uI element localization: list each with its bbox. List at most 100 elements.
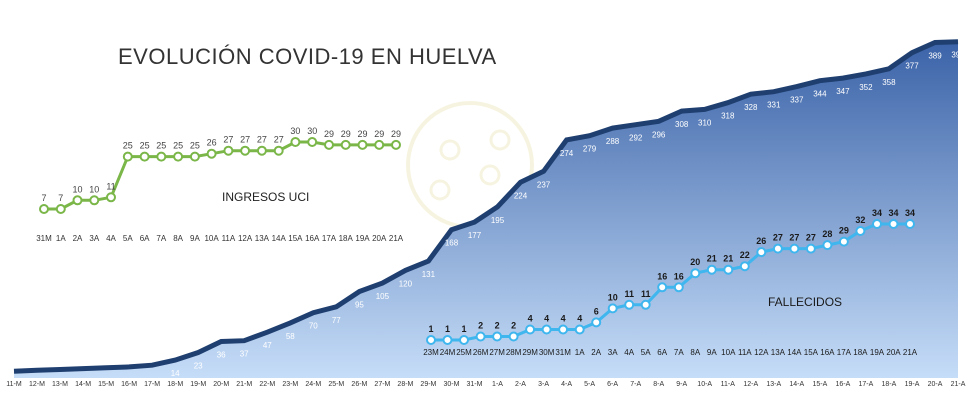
cases-x-tick: 25-M [328, 381, 344, 388]
cases-value-label: 377 [905, 62, 919, 71]
cases-value-label: 279 [583, 145, 597, 154]
cases-x-tick: 14-A [789, 381, 804, 388]
cases-x-tick: 13-A [766, 381, 781, 388]
uci-value-label: 29 [357, 129, 367, 139]
uci-x-tick: 3A [89, 234, 99, 243]
cases-value-label: 318 [721, 112, 735, 121]
cases-value-label: 23 [194, 362, 203, 371]
deaths-x-tick: 9A [707, 348, 717, 357]
deaths-value-label: 1 [445, 324, 450, 334]
cases-x-tick: 22-M [259, 381, 275, 388]
deaths-point [772, 243, 783, 254]
deaths-point [574, 324, 585, 335]
cases-x-tick: 11-M [6, 381, 22, 388]
cases-value-label: 195 [491, 216, 505, 225]
uci-x-tick: 8A [173, 234, 183, 243]
cases-x-tick: 11-A [721, 381, 736, 388]
cases-x-tick: 24-M [305, 381, 321, 388]
cases-value-label: 328 [744, 103, 758, 112]
cases-x-tick: 2-A [515, 381, 526, 388]
cases-x-tick: 1-A [492, 381, 503, 388]
deaths-x-tick: 31M [555, 348, 571, 357]
cases-x-tick: 8-A [653, 381, 664, 388]
cases-x-tick: 21-M [236, 381, 252, 388]
deaths-x-tick: 10A [721, 348, 736, 357]
uci-x-tick: 20A [372, 234, 387, 243]
cases-x-tick: 19-M [190, 381, 206, 388]
deaths-x-tick: 3A [608, 348, 618, 357]
uci-value-label: 7 [58, 193, 63, 203]
uci-point [340, 139, 351, 150]
deaths-value-label: 34 [872, 208, 882, 218]
deaths-x-tick: 8A [690, 348, 700, 357]
cases-value-label: 352 [859, 83, 873, 92]
deaths-point [872, 219, 882, 229]
cases-x-tick: 9-A [676, 381, 687, 388]
deaths-x-tick: 27M [489, 348, 505, 357]
uci-x-tick: 12A [238, 234, 253, 243]
deaths-point [657, 282, 668, 293]
uci-value-label: 25 [123, 141, 133, 151]
deaths-point [756, 247, 767, 258]
cases-value-label: 358 [882, 78, 896, 87]
cases-x-tick: 15-M [98, 381, 114, 388]
deaths-point [888, 219, 899, 229]
deaths-value-label: 11 [641, 289, 651, 299]
cases-value-label: 292 [629, 134, 643, 143]
uci-point [256, 145, 267, 156]
cases-x-tick: 5-A [584, 381, 595, 388]
cases-x-tick: 4-A [561, 381, 572, 388]
cases-x-tick: 15-A [813, 381, 828, 388]
uci-value-label: 29 [341, 129, 351, 139]
deaths-x-tick: 13A [771, 348, 786, 357]
deaths-x-tick: 18A [853, 348, 868, 357]
deaths-value-label: 34 [888, 208, 898, 218]
uci-value-label: 30 [307, 126, 317, 136]
uci-value-label: 25 [156, 141, 166, 151]
deaths-x-tick: 26M [473, 348, 489, 357]
deaths-point [541, 324, 552, 335]
cases-x-tick: 3-A [538, 381, 549, 388]
uci-point [324, 139, 334, 150]
cases-x-tick: 30-M [444, 381, 460, 388]
uci-point [273, 145, 284, 156]
cases-x-tick: 17-M [144, 381, 160, 388]
uci-point [139, 151, 150, 162]
uci-value-label: 10 [89, 184, 99, 194]
deaths-point [591, 317, 602, 328]
cases-x-tick: 21-A [951, 381, 966, 388]
cases-value-label: 70 [309, 322, 318, 331]
deaths-point [442, 335, 453, 345]
deaths-x-tick: 14A [787, 348, 802, 357]
deaths-value-label: 26 [756, 236, 766, 246]
uci-point [290, 137, 301, 147]
deaths-point [706, 264, 717, 275]
cases-x-tick: 28-M [397, 381, 413, 388]
deaths-value-label: 27 [789, 233, 799, 243]
deaths-value-label: 16 [674, 271, 684, 281]
cases-x-tick: 16-A [836, 381, 851, 388]
cases-x-tick: 20-A [928, 381, 943, 388]
uci-point [106, 192, 116, 203]
deaths-point [426, 335, 436, 345]
deaths-x-tick: 28M [506, 348, 522, 357]
deaths-value-label: 10 [608, 292, 618, 302]
uci-point [189, 151, 200, 162]
deaths-value-label: 4 [561, 314, 566, 324]
deaths-x-tick: 17A [837, 348, 852, 357]
uci-value-label: 27 [240, 135, 250, 145]
deaths-value-label: 27 [773, 233, 783, 243]
uci-value-label: 7 [41, 193, 46, 203]
uci-value-label: 27 [223, 135, 233, 145]
deaths-value-label: 34 [905, 208, 915, 218]
uci-value-label: 10 [72, 184, 82, 194]
deaths-point [739, 261, 750, 272]
deaths-x-tick: 21A [903, 348, 918, 357]
deaths-value-label: 27 [806, 233, 816, 243]
uci-point [391, 139, 401, 150]
uci-value-label: 29 [391, 129, 401, 139]
uci-line [44, 140, 396, 211]
cases-value-label: 389 [928, 52, 942, 61]
cases-value-label: 58 [286, 332, 295, 341]
deaths-x-tick: 30M [539, 348, 555, 357]
